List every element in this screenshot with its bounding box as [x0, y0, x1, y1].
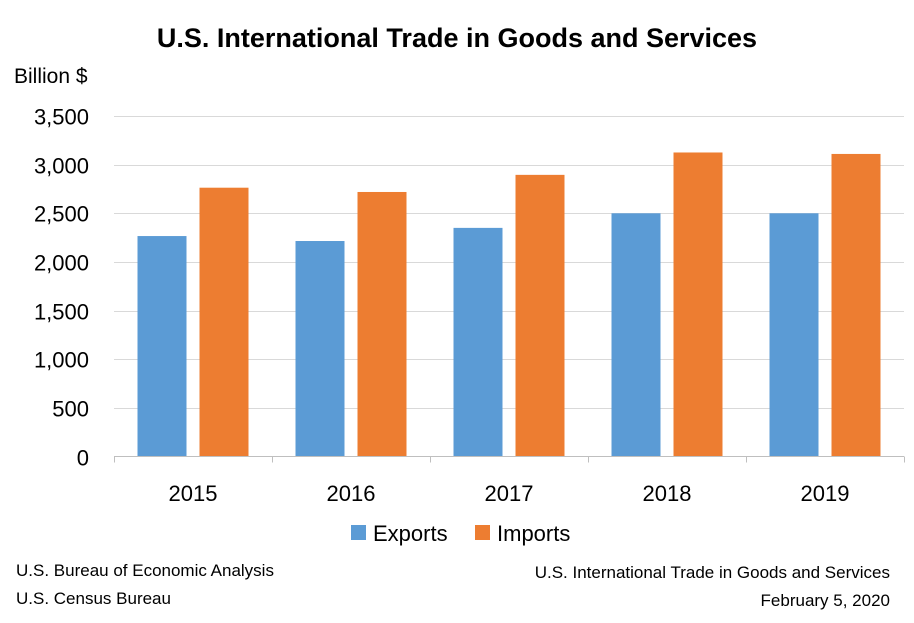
chart-title: U.S. International Trade in Goods and Se…	[157, 23, 757, 53]
bar-imports-2018	[673, 152, 723, 457]
x-tick-label: 2017	[485, 481, 534, 506]
footer-release-date: February 5, 2020	[761, 591, 890, 610]
x-tick-label: 2018	[643, 481, 692, 506]
legend-swatch-exports	[351, 525, 366, 540]
legend-label-exports: Exports	[373, 521, 448, 546]
bar-imports-2019	[831, 153, 881, 457]
footer-release-title: U.S. International Trade in Goods and Se…	[535, 563, 890, 582]
bar-imports-2017	[515, 174, 565, 457]
footer-source-line2: U.S. Census Bureau	[16, 589, 171, 608]
bar-imports-2015	[199, 187, 249, 457]
bar-exports-2018	[611, 213, 661, 457]
bar-exports-2017	[453, 227, 503, 457]
y-tick-label: 0	[77, 446, 89, 471]
y-tick-label: 2,500	[34, 202, 89, 227]
y-axis-ticks: 0 500 1,000 1,500 2,000 2,500 3,000 3,500	[34, 105, 89, 471]
y-tick-label: 1,000	[34, 348, 89, 373]
x-tick-label: 2015	[169, 481, 218, 506]
y-tick-label: 500	[52, 397, 89, 422]
bar-exports-2019	[769, 213, 819, 457]
bars	[137, 152, 881, 457]
legend-swatch-imports	[475, 525, 490, 540]
bar-exports-2015	[137, 236, 187, 457]
y-tick-label: 2,000	[34, 251, 89, 276]
y-axis-unit-label: Billion $	[14, 65, 88, 88]
bar-exports-2016	[295, 241, 345, 457]
footer-source-line1: U.S. Bureau of Economic Analysis	[16, 561, 274, 580]
x-tick-label: 2019	[801, 481, 850, 506]
legend-label-imports: Imports	[497, 521, 570, 546]
x-axis-ticks: 2015 2016 2017 2018 2019	[114, 456, 905, 506]
bar-imports-2016	[357, 191, 407, 457]
x-tick-label: 2016	[327, 481, 376, 506]
legend: Exports Imports	[351, 521, 570, 546]
y-tick-label: 3,500	[34, 105, 89, 130]
y-tick-label: 1,500	[34, 300, 89, 325]
y-tick-label: 3,000	[34, 154, 89, 179]
